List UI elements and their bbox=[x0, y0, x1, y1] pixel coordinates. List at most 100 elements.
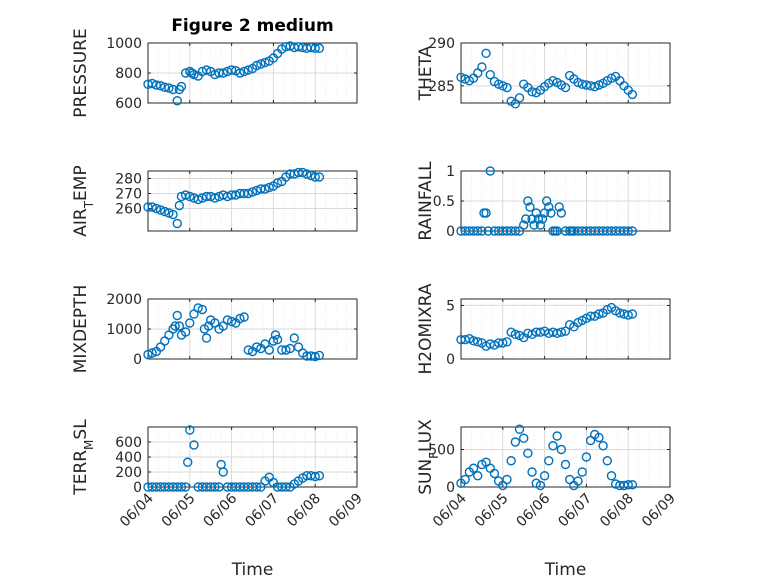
data-point bbox=[489, 468, 500, 479]
data-point bbox=[627, 226, 638, 236]
data-point bbox=[185, 425, 195, 435]
data-point bbox=[481, 208, 491, 218]
y-axis-label: SUNFLUX bbox=[416, 419, 441, 495]
data-point bbox=[193, 303, 203, 313]
data-point bbox=[523, 196, 533, 206]
data-point bbox=[598, 441, 608, 451]
data-point bbox=[548, 76, 558, 86]
data-point bbox=[552, 328, 562, 338]
data-point bbox=[168, 84, 178, 95]
y-tick-label: 1 bbox=[446, 164, 455, 180]
data-point bbox=[552, 431, 562, 441]
y-tick-label: 800 bbox=[115, 66, 142, 82]
data-point bbox=[533, 214, 544, 224]
data-point bbox=[239, 66, 249, 77]
y-axis-label: THETA bbox=[416, 45, 436, 101]
y-axis-label: H2OMIXRA bbox=[416, 283, 436, 374]
data-point bbox=[168, 209, 178, 220]
data-point bbox=[535, 220, 546, 230]
subplot-h2omixra: 0 5 H2OMIXRA bbox=[416, 283, 671, 375]
x-axis-label: Time bbox=[544, 560, 587, 580]
y-tick-label: 600 bbox=[115, 435, 142, 451]
y-tick-label: 0 bbox=[133, 480, 142, 496]
data-point bbox=[180, 190, 191, 200]
data-point bbox=[210, 482, 220, 492]
y-axis-label-main: THETA bbox=[416, 45, 436, 101]
data-point bbox=[623, 226, 633, 236]
y-tick-label: 0 bbox=[446, 480, 455, 496]
data-point bbox=[527, 467, 537, 477]
data-point bbox=[510, 226, 521, 236]
data-point bbox=[197, 304, 208, 315]
data-point bbox=[147, 78, 157, 89]
data-point bbox=[264, 182, 274, 193]
data-point bbox=[289, 333, 299, 343]
data-point bbox=[594, 80, 604, 90]
data-point bbox=[189, 69, 199, 80]
data-point bbox=[585, 311, 596, 321]
data-point bbox=[314, 471, 325, 481]
axes-box bbox=[460, 298, 671, 360]
data-point bbox=[155, 205, 166, 215]
data-point bbox=[485, 166, 495, 176]
data-point bbox=[256, 59, 266, 69]
data-point bbox=[556, 444, 567, 455]
data-point bbox=[483, 226, 493, 236]
data-point bbox=[172, 310, 182, 321]
data-point bbox=[510, 437, 521, 447]
data-point bbox=[539, 471, 550, 481]
figure-title: Figure 2 medium bbox=[171, 16, 333, 36]
data-point bbox=[521, 214, 531, 224]
data-point bbox=[183, 457, 193, 467]
data-point bbox=[310, 172, 320, 182]
data-point bbox=[523, 448, 533, 458]
data-point bbox=[151, 203, 162, 214]
data-point bbox=[310, 351, 320, 362]
data-point bbox=[176, 81, 187, 92]
subplot-rainfall: 0 0.5 1 RAINFALL bbox=[416, 161, 671, 241]
data-point bbox=[544, 202, 554, 212]
data-point bbox=[235, 313, 245, 324]
y-tick-label: 1000 bbox=[106, 36, 142, 52]
data-point bbox=[189, 440, 199, 450]
data-point bbox=[151, 80, 162, 90]
data-point bbox=[560, 459, 571, 470]
y-axis-label: AIRTEMP bbox=[71, 165, 96, 236]
data-point bbox=[180, 482, 191, 492]
data-point bbox=[535, 480, 546, 491]
data-point bbox=[498, 81, 508, 91]
data-point bbox=[164, 208, 174, 218]
data-point bbox=[247, 187, 258, 197]
data-point bbox=[226, 316, 237, 327]
data-point bbox=[554, 202, 564, 212]
data-point bbox=[623, 310, 633, 320]
y-tick-label: 0.5 bbox=[433, 194, 455, 210]
data-point bbox=[546, 208, 556, 218]
axes-box bbox=[460, 426, 671, 488]
data-point bbox=[264, 345, 274, 355]
y-axis-label-subscript: F bbox=[427, 452, 441, 459]
data-point bbox=[556, 208, 567, 218]
data-point bbox=[485, 70, 495, 80]
data-point bbox=[481, 48, 491, 58]
y-tick-label: 1000 bbox=[106, 322, 142, 338]
data-point bbox=[297, 167, 308, 178]
data-point bbox=[606, 73, 617, 83]
data-point bbox=[201, 65, 212, 75]
data-point bbox=[260, 184, 270, 194]
data-point bbox=[143, 349, 153, 360]
data-point bbox=[281, 482, 291, 492]
data-point bbox=[477, 226, 487, 236]
data-point bbox=[615, 308, 625, 318]
data-point bbox=[573, 476, 583, 486]
data-point bbox=[573, 77, 583, 88]
data-point bbox=[235, 68, 245, 78]
y-axis-label-rest: EMP bbox=[71, 165, 91, 201]
data-point bbox=[155, 81, 166, 91]
data-point bbox=[222, 315, 233, 325]
data-point bbox=[548, 441, 558, 451]
y-tick-label: 290 bbox=[428, 36, 455, 52]
y-tick-label: 2000 bbox=[106, 292, 142, 308]
data-point bbox=[160, 82, 170, 92]
